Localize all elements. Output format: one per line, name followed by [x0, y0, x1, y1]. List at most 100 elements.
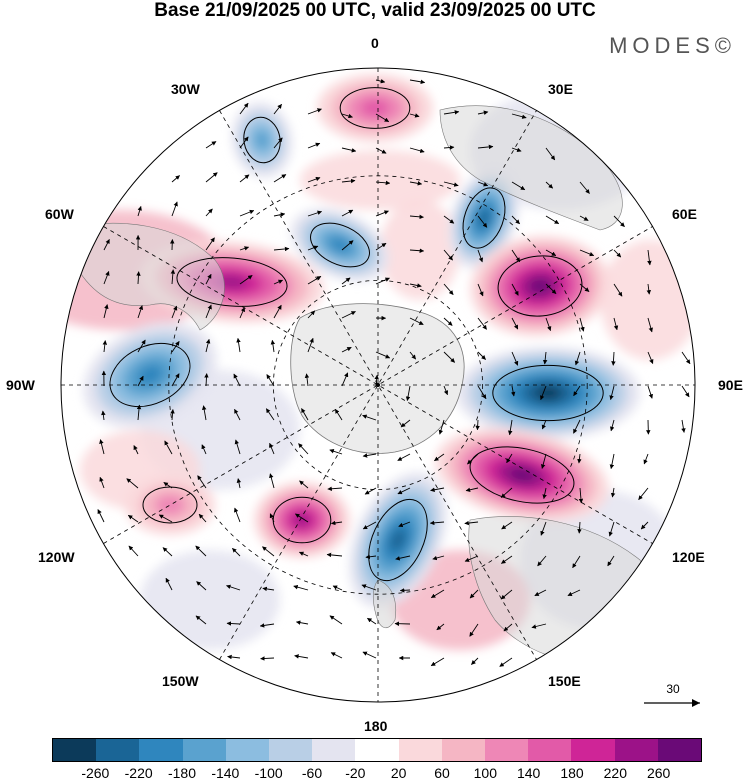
- wind-vector-217: [501, 555, 513, 564]
- lon-label-150e: 150E: [548, 673, 581, 689]
- wind-vector-137: [101, 410, 106, 421]
- wind-vector-123: [233, 373, 241, 387]
- wind-vector-80: [545, 283, 557, 295]
- wind-vector-47: [545, 215, 560, 225]
- wind-vector-111: [443, 351, 456, 363]
- wind-vector-60: [443, 249, 453, 261]
- wind-vector-228: [399, 588, 411, 593]
- wind-vector-9: [477, 110, 489, 115]
- anomaly-negative-south-atlantic-streamline: [310, 222, 370, 268]
- wind-vector-184: [500, 487, 513, 498]
- wind-vector-210: [262, 546, 275, 557]
- wind-vector-185: [542, 487, 547, 500]
- wind-vector-194: [269, 513, 275, 523]
- wind-vector-99: [613, 317, 619, 331]
- wind-vector-248: [330, 652, 343, 659]
- wind-vector-50: [103, 238, 110, 251]
- wind-vector-49: [613, 215, 625, 228]
- anomaly-negative-90e-level-260: [534, 386, 562, 400]
- wind-vector-94: [443, 317, 453, 326]
- colorbar-tick-0: -260: [81, 765, 110, 781]
- wind-vector-29: [409, 181, 423, 186]
- wind-vector-75: [375, 277, 390, 285]
- wind-vector-133: [573, 385, 581, 397]
- wind-vector-159: [234, 439, 241, 455]
- wind-vector-212: [326, 552, 343, 558]
- wind-vector-209: [232, 547, 241, 557]
- wind-vector-87: [205, 304, 212, 319]
- colorbar-swatch-0: [53, 739, 97, 761]
- wind-vector-122: [204, 373, 209, 387]
- wind-vector-63: [545, 249, 557, 256]
- wind-vector-53: [205, 237, 215, 251]
- wind-vector-120: [137, 375, 144, 387]
- wind-vector-225: [293, 584, 309, 591]
- wind-vector-181: [397, 487, 411, 495]
- wind-vector-247: [294, 654, 309, 659]
- wind-vector-77: [443, 283, 454, 295]
- wind-scale: 30: [640, 682, 706, 715]
- wind-vector-241: [436, 623, 445, 631]
- wind-vector-97: [545, 317, 552, 332]
- wind-vector-34: [579, 181, 590, 194]
- wind-vector-57: [341, 240, 354, 251]
- anomaly-negative-30e-streamline: [462, 187, 506, 249]
- wind-vector-72: [273, 279, 284, 285]
- wind-vector-116: [611, 351, 616, 366]
- map-border: [60, 67, 696, 703]
- colorbar-swatch-11: [528, 739, 572, 761]
- wind-vector-22: [171, 175, 180, 183]
- wind-vector-143: [301, 408, 309, 421]
- wind-vector-160: [269, 442, 275, 455]
- wind-vector-23: [205, 172, 218, 183]
- background-anomaly-9: [600, 240, 695, 360]
- wind-vector-36: [171, 201, 178, 217]
- wind-vector-156: [133, 445, 139, 455]
- wind-vector-14: [307, 142, 321, 149]
- wind-vector-129: [443, 385, 449, 396]
- wind-vector-234: [195, 615, 207, 625]
- wind-vector-82: [613, 283, 623, 297]
- lon-label-30w: 30W: [171, 81, 200, 97]
- wind-vector-218: [537, 555, 547, 567]
- wind-vector-243: [503, 623, 513, 632]
- wind-vector-203: [577, 521, 582, 534]
- wind-vector-161: [298, 443, 309, 455]
- wind-vector-118: [681, 351, 691, 365]
- wind-vector-38: [239, 209, 255, 217]
- colorbar-tick-10: 140: [516, 765, 541, 781]
- wind-vector-233: [567, 589, 581, 597]
- lon-label-60e: 60E: [672, 206, 697, 222]
- wind-vector-190: [127, 514, 139, 523]
- wind-vector-2: [239, 102, 249, 115]
- anomaly-positive-0-level-140: [360, 99, 390, 117]
- wind-vector-69: [170, 269, 176, 285]
- wind-vector-17: [409, 147, 425, 153]
- wind-vector-20: [511, 147, 522, 152]
- anomaly-negative-south-atlantic-level-180: [330, 237, 350, 253]
- anomaly-positive-150w: [254, 482, 350, 558]
- wind-vector-41: [341, 209, 354, 217]
- wind-vector-154: [681, 419, 686, 433]
- colorbar-tick-1: -220: [124, 765, 153, 781]
- wind-vector-5: [341, 113, 353, 119]
- wind-vector-146: [400, 419, 411, 428]
- meridian-120: [103, 226, 653, 544]
- anomaly-positive-120w-level-100: [155, 495, 185, 515]
- wind-vector-105: [236, 337, 241, 353]
- colorbar-swatch-6: [312, 739, 356, 761]
- anomaly-negative-30w-level-140: [254, 130, 270, 150]
- colorbar-tick-5: -60: [301, 765, 323, 781]
- wind-vector-180: [364, 487, 377, 495]
- lon-label-30e: 30E: [548, 81, 573, 97]
- colorbar-tick-6: -20: [345, 765, 366, 781]
- wind-vector-96: [511, 317, 519, 330]
- wind-vector-93: [409, 317, 424, 326]
- wind-vector-10: [511, 113, 527, 119]
- wind-vector-216: [464, 555, 479, 562]
- wind-vector-66: [647, 249, 652, 266]
- wind-vector-195: [295, 513, 309, 523]
- wind-vector-31: [477, 181, 489, 187]
- wind-vector-95: [477, 317, 487, 330]
- wind-vector-224: [262, 586, 275, 592]
